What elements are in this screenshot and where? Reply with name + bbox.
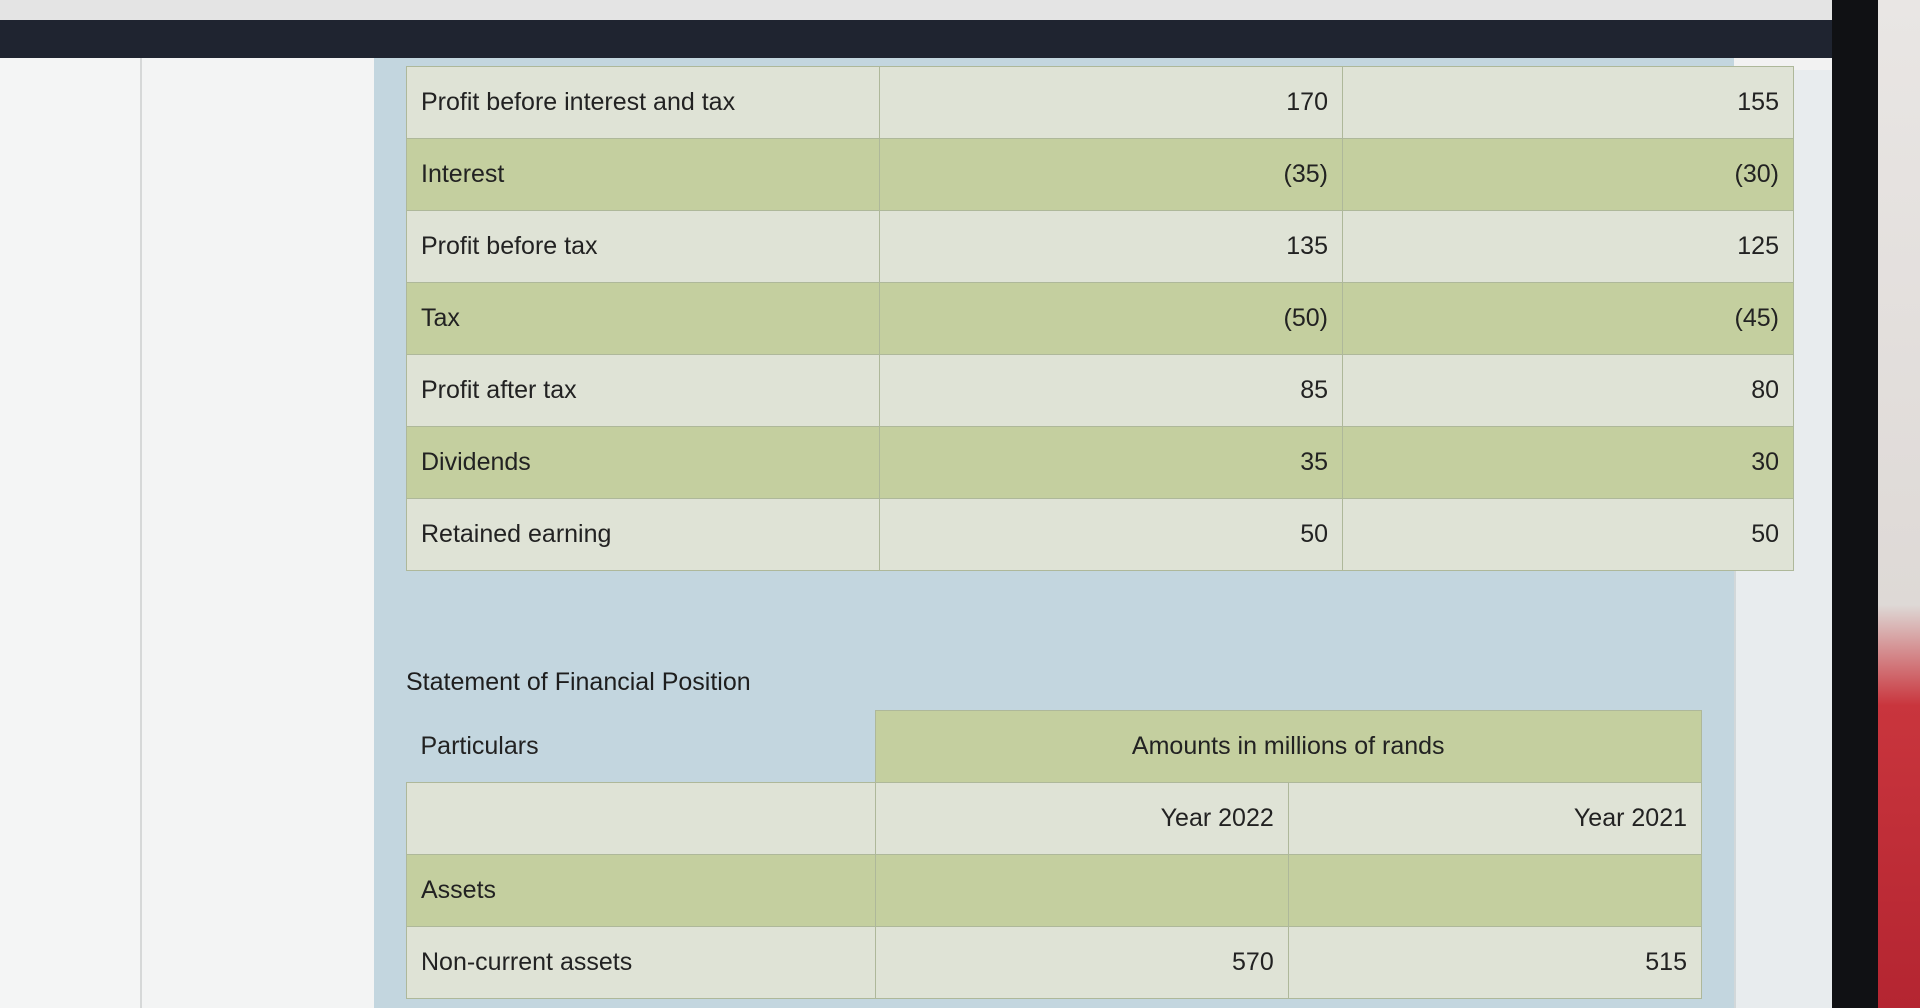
value-2021: 50 xyxy=(1342,498,1794,571)
side-panel xyxy=(142,58,374,1008)
left-sidebar xyxy=(0,58,142,1008)
table-row: Profit before interest and tax 170 155 xyxy=(406,66,1794,139)
particulars-header: Particulars xyxy=(406,710,875,783)
value-2021: (45) xyxy=(1342,282,1794,355)
value-2021: 515 xyxy=(1287,926,1703,999)
value-2021: 80 xyxy=(1342,354,1794,427)
monitor-bezel xyxy=(1832,0,1878,1008)
value-2022: 35 xyxy=(879,426,1343,499)
section-title: Statement of Financial Position xyxy=(406,668,751,696)
value-2021: 125 xyxy=(1342,210,1794,283)
row-label: Profit before tax xyxy=(406,210,880,283)
row-label: Non-current assets xyxy=(406,926,876,999)
row-label: Interest xyxy=(406,138,880,211)
table-row: Profit after tax 85 80 xyxy=(406,354,1794,427)
year-2021-header: Year 2021 xyxy=(1287,782,1703,855)
background-outside-screen xyxy=(1878,0,1920,1008)
value-2022: 570 xyxy=(874,926,1289,999)
value-2022: (35) xyxy=(879,138,1343,211)
value-2021: 30 xyxy=(1342,426,1794,499)
table-row: Tax (50) (45) xyxy=(406,282,1794,355)
table-header-row: Particulars Amounts in millions of rands xyxy=(406,710,1702,783)
value-2022: 170 xyxy=(879,66,1343,139)
value-2021 xyxy=(1287,854,1703,927)
value-2021: (30) xyxy=(1342,138,1794,211)
table-row: Non-current assets 570 515 xyxy=(406,926,1703,999)
row-label: Profit before interest and tax xyxy=(406,66,880,139)
value-2022: (50) xyxy=(879,282,1343,355)
row-label: Assets xyxy=(406,854,876,927)
table-row: Interest (35) (30) xyxy=(406,138,1794,211)
value-2022: 50 xyxy=(879,498,1343,571)
table-row: Retained earning 50 50 xyxy=(406,498,1794,571)
year-2022-header: Year 2022 xyxy=(874,782,1289,855)
value-2022: 135 xyxy=(879,210,1343,283)
value-2021: 155 xyxy=(1342,66,1794,139)
browser-toolbar xyxy=(0,20,1840,58)
row-label: Profit after tax xyxy=(406,354,880,427)
empty-cell xyxy=(406,782,876,855)
table-row: Assets xyxy=(406,854,1703,927)
document-content: Profit before interest and tax 170 155 I… xyxy=(374,58,1794,1008)
income-statement-table: Profit before interest and tax 170 155 I… xyxy=(406,66,1794,571)
financial-position-table: Particulars Amounts in millions of rands… xyxy=(406,710,1703,999)
year-header-row: Year 2022 Year 2021 xyxy=(406,782,1703,855)
row-label: Tax xyxy=(406,282,880,355)
table-row: Dividends 35 30 xyxy=(406,426,1794,499)
value-2022: 85 xyxy=(879,354,1343,427)
table-row: Profit before tax 135 125 xyxy=(406,210,1794,283)
amounts-header: Amounts in millions of rands xyxy=(874,710,1702,783)
row-label: Retained earning xyxy=(406,498,880,571)
value-2022 xyxy=(874,854,1289,927)
row-label: Dividends xyxy=(406,426,880,499)
